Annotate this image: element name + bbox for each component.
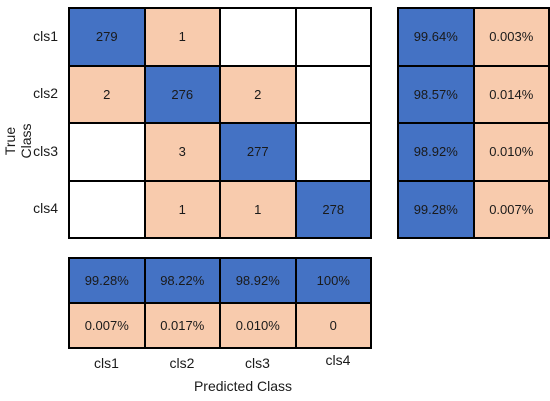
- row-summary-cell: 99.28%: [397, 179, 475, 239]
- matrix-cell: 276: [143, 64, 221, 124]
- row-tick-label: cls3: [33, 142, 58, 159]
- col-summary-cell: 99.28%: [68, 257, 146, 304]
- matrix-cell: [294, 64, 372, 124]
- matrix-cell: 1: [219, 179, 297, 239]
- row-tick-label: cls2: [33, 85, 58, 102]
- col-tick-label: cls3: [245, 355, 270, 371]
- matrix-cell: 1: [143, 7, 221, 67]
- row-summary-cell: 0.003%: [472, 7, 550, 67]
- row-summary-cell: 99.64%: [397, 7, 475, 67]
- col-summary-cell: 98.22%: [143, 257, 221, 304]
- matrix-cell: [294, 122, 372, 182]
- matrix-cell: 279: [68, 7, 146, 67]
- matrix-cell: 277: [219, 122, 297, 182]
- matrix-cell: [68, 179, 146, 239]
- matrix-cell: [68, 122, 146, 182]
- row-summary-cell: 0.010%: [472, 122, 550, 182]
- col-tick-label: cls2: [169, 355, 195, 371]
- row-summary-cell: 0.014%: [472, 64, 550, 124]
- col-summary-cell: 0: [294, 302, 372, 349]
- col-summary-cell: 100%: [294, 257, 372, 304]
- row-tick-label: cls1: [33, 27, 58, 44]
- matrix-cell: [294, 7, 372, 67]
- col-summary-cell: 98.92%: [219, 257, 297, 304]
- matrix-cell: 2: [68, 64, 146, 124]
- col-tick-label: cls4: [325, 352, 351, 368]
- col-summary-cell: 0.007%: [68, 302, 146, 349]
- matrix-cell: 278: [294, 179, 372, 239]
- col-summary-cell: 0.017%: [143, 302, 221, 349]
- col-tick-label: cls1: [94, 355, 119, 371]
- matrix-cell: [219, 7, 297, 67]
- row-summary-cell: 0.007%: [472, 179, 550, 239]
- matrix-cell: 1: [143, 179, 221, 239]
- row-tick-label: cls4: [33, 200, 58, 217]
- row-summary-cell: 98.57%: [397, 64, 475, 124]
- col-summary-cell: 0.010%: [219, 302, 297, 349]
- matrix-cell: 3: [143, 122, 221, 182]
- row-summary-cell: 98.92%: [397, 122, 475, 182]
- y-axis-title: True Class: [2, 123, 34, 159]
- matrix-cell: 2: [219, 64, 297, 124]
- x-axis-title: Predicted Class: [193, 378, 293, 394]
